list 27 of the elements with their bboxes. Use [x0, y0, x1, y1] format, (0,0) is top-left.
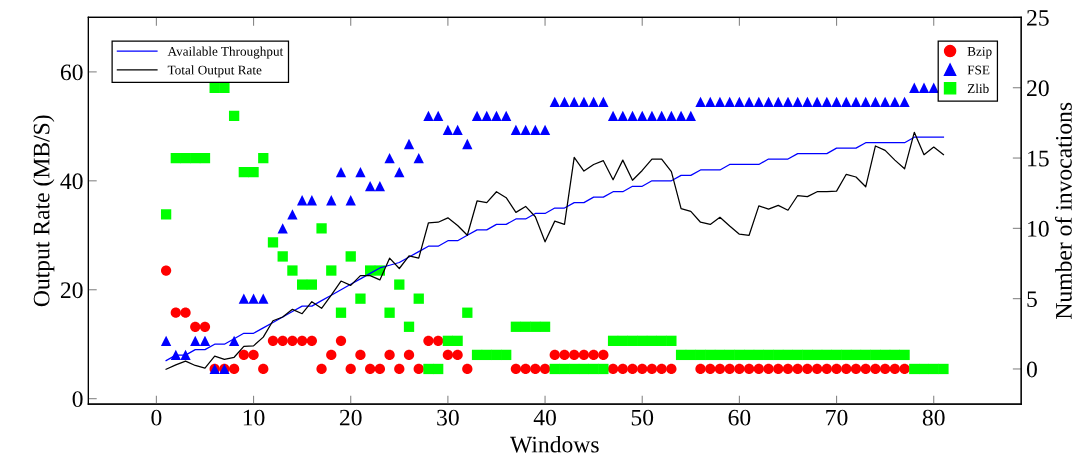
- y2-tick-label: 25: [1027, 9, 1049, 26]
- y2-tick-label: 10: [1028, 220, 1049, 237]
- y2-tick-label: 20: [1027, 80, 1049, 97]
- y-axis-title: Output Rate (MB/S): [32, 115, 55, 307]
- y-tick-label: 60: [60, 64, 83, 81]
- legend-label: FSE: [967, 65, 990, 75]
- legend-label: Total Output Rate: [167, 65, 262, 78]
- y2-axis-title: Number of invocations: [1054, 102, 1072, 319]
- y-tick-label: 40: [60, 173, 83, 190]
- x-tick-label: 0: [151, 409, 162, 426]
- y2-tick-label: 5: [1027, 291, 1037, 308]
- x-tick-label: 60: [728, 409, 751, 426]
- legend-label: Bzip: [967, 46, 992, 59]
- y-tick-label: 0: [72, 391, 83, 408]
- y2-tick-label: 0: [1026, 361, 1037, 378]
- y-tick-label: 20: [60, 282, 83, 299]
- x-tick-label: 40: [533, 409, 556, 426]
- x-tick-label: 70: [826, 409, 848, 426]
- x-tick-label: 20: [339, 409, 362, 426]
- x-tick-label: 50: [631, 409, 654, 426]
- x-axis-title: Windows: [510, 435, 599, 453]
- legend-label: Available Throughput: [167, 46, 284, 59]
- x-tick-label: 10: [243, 409, 265, 426]
- x-tick-label: 80: [922, 409, 945, 426]
- legend-label: Zlib: [967, 83, 989, 94]
- x-tick-label: 30: [437, 409, 459, 426]
- y2-tick-label: 15: [1028, 150, 1049, 167]
